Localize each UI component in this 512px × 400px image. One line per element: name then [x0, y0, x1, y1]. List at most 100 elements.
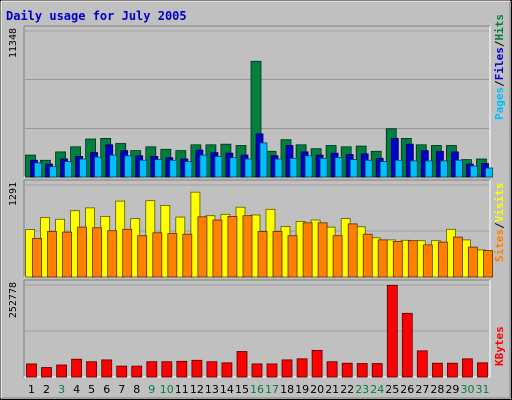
bar-sites-day-23	[362, 233, 373, 278]
day-label-1: 1	[28, 383, 35, 396]
chart-title: Daily usage for July 2005	[6, 9, 187, 23]
bar-sites-day-31	[483, 250, 493, 278]
bar-sites-day-16	[257, 230, 268, 278]
day-label-16: 16	[250, 383, 264, 396]
legend-entry-pages: Pages	[493, 87, 506, 120]
legend-entry-sites: Sites	[493, 229, 506, 262]
bar-kbytes-day-15	[236, 351, 248, 378]
bar-pages-day-8	[139, 159, 148, 178]
bar-pages-day-20	[319, 157, 328, 178]
bar-kbytes-day-13	[206, 361, 218, 378]
bar-sites-day-1	[32, 238, 42, 278]
legend-separator: /	[493, 40, 506, 47]
day-label-5: 5	[88, 383, 95, 396]
bar-pages-day-2	[49, 166, 57, 178]
day-label-31: 31	[476, 383, 490, 396]
bar-kbytes-day-4	[71, 358, 82, 378]
bar-pages-day-17	[274, 158, 283, 178]
bar-kbytes-day-31	[477, 362, 488, 378]
day-label-24: 24	[370, 383, 384, 396]
day-label-28: 28	[430, 383, 444, 396]
panel-visits-sites: 1291 Sites/Visits	[8, 179, 506, 278]
bar-kbytes-day-8	[131, 365, 143, 378]
bar-pages-day-5	[94, 156, 102, 178]
bar-kbytes-day-10	[161, 361, 173, 378]
chart-panels: 11348Pages/Files/Hits1291Sites/Visits252…	[8, 14, 506, 378]
day-label-7: 7	[118, 383, 125, 396]
day-label-10: 10	[160, 383, 174, 396]
bar-kbytes-day-28	[431, 362, 443, 378]
day-label-3: 3	[58, 383, 65, 396]
bar-kbytes-day-3	[56, 364, 67, 378]
bar-files-day-25	[390, 137, 399, 178]
legend-text: Sites/Visits	[493, 183, 506, 263]
bar-sites-day-18	[287, 235, 298, 278]
bar-kbytes-day-1	[26, 363, 37, 378]
bar-pages-day-24	[379, 161, 388, 178]
legend-separator: /	[493, 222, 506, 229]
day-label-8: 8	[133, 383, 140, 396]
series-kbytes	[26, 284, 488, 378]
bar-sites-day-7	[122, 228, 133, 278]
bar-kbytes-day-26	[401, 312, 413, 378]
day-label-18: 18	[280, 383, 294, 396]
bar-sites-day-11	[182, 233, 193, 278]
bar-kbytes-day-16	[251, 363, 263, 378]
bar-pages-day-27	[424, 160, 433, 178]
bar-pages-day-12	[199, 154, 208, 178]
bar-sites-day-21	[332, 235, 343, 278]
bar-sites-day-17	[272, 230, 283, 278]
bar-kbytes-day-7	[116, 365, 128, 378]
legend-entry-visits: Visits	[493, 183, 506, 223]
bar-kbytes-day-27	[416, 350, 428, 378]
legend-text: KBytes	[493, 326, 506, 366]
bar-kbytes-day-14	[221, 362, 233, 378]
bar-kbytes-day-21	[326, 361, 338, 378]
bar-kbytes-day-29	[446, 362, 458, 378]
bar-sites-day-12	[197, 216, 208, 278]
day-label-22: 22	[340, 383, 354, 396]
bar-sites-day-4	[77, 226, 87, 278]
bar-kbytes-day-23	[356, 363, 368, 378]
bar-pages-day-18	[289, 157, 298, 178]
bar-kbytes-day-25	[386, 284, 398, 378]
bar-sites-day-8	[137, 235, 148, 278]
bar-sites-day-15	[242, 215, 253, 278]
day-label-6: 6	[103, 383, 110, 396]
bar-sites-day-14	[227, 215, 238, 278]
day-label-25: 25	[385, 383, 399, 396]
bar-pages-day-28	[439, 160, 448, 178]
legend-kbytes: KBytes	[493, 326, 506, 366]
bar-sites-day-26	[407, 240, 418, 278]
bar-pages-day-31	[485, 167, 493, 178]
bar-pages-day-15	[244, 158, 253, 178]
bar-sites-day-19	[302, 222, 313, 278]
bar-pages-day-11	[184, 161, 193, 178]
bar-sites-day-22	[347, 223, 358, 278]
bar-pages-day-29	[454, 159, 463, 178]
ymax-label: 252778	[8, 282, 19, 318]
bar-kbytes-day-6	[101, 359, 113, 378]
day-axis-labels: 1 2 3 4 5 6 7 8 9 10 11 12 13 14 15 16 17 18 19 20 21 22 23 24 2…	[28, 383, 490, 396]
day-label-4: 4	[73, 383, 80, 396]
bar-sites-day-9	[152, 232, 163, 278]
bar-kbytes-day-5	[86, 361, 97, 378]
bar-sites-day-29	[452, 236, 463, 278]
bar-sites-day-5	[92, 227, 102, 278]
bar-pages-day-14	[229, 157, 238, 178]
day-label-26: 26	[400, 383, 414, 396]
bar-kbytes-day-18	[281, 359, 293, 378]
bar-kbytes-day-17	[266, 363, 278, 378]
bar-pages-day-9	[154, 159, 163, 178]
bar-sites-day-20	[317, 222, 328, 278]
day-label-21: 21	[325, 383, 339, 396]
bar-kbytes-day-20	[311, 349, 323, 378]
bar-pages-day-26	[409, 160, 418, 178]
bar-pages-day-7	[124, 155, 133, 178]
bar-pages-day-3	[64, 161, 72, 178]
bar-kbytes-day-11	[176, 360, 188, 378]
bar-sites-day-2	[47, 230, 57, 278]
bar-kbytes-day-2	[41, 367, 52, 378]
day-label-20: 20	[310, 383, 324, 396]
